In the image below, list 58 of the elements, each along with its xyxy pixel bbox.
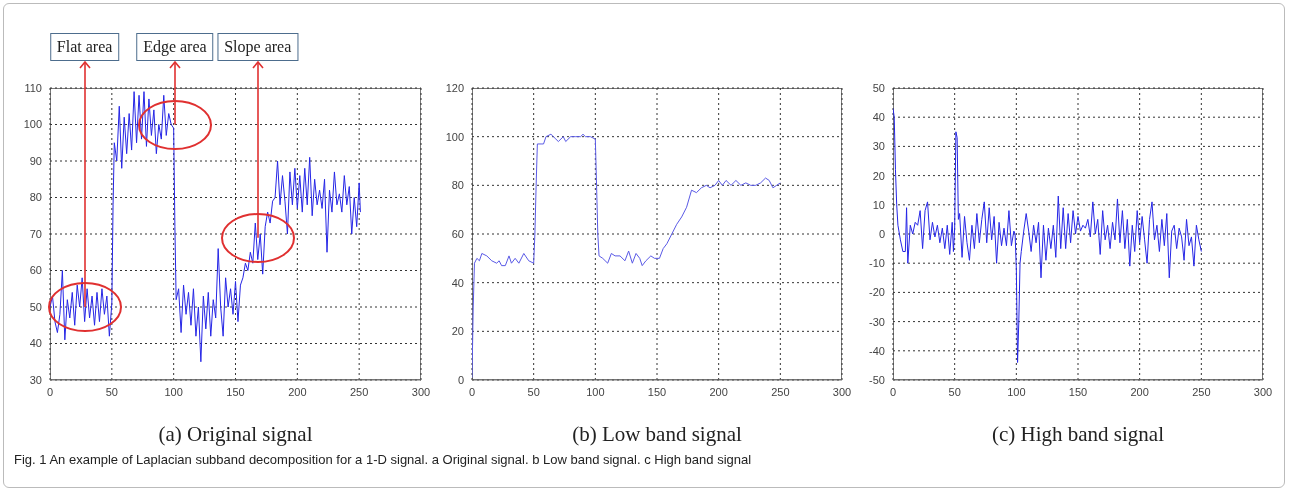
x-tick-label: 50 (527, 385, 540, 398)
y-tick-label: 60 (451, 227, 464, 240)
y-tick-label: 10 (872, 198, 885, 211)
x-tick-label: 0 (468, 385, 476, 398)
y-tick-label: 60 (29, 264, 42, 277)
x-tick-label: 50 (105, 385, 118, 398)
x-axis-title: (c) High band signal (990, 422, 1165, 447)
x-tick-label: 200 (288, 385, 307, 398)
caption: Fig. 1 An example of Laplacian subband decomposition for a 1-D signal. a Original signal. b Low band signal. c High band signal (14, 452, 753, 467)
annotation: Slope area (217, 33, 299, 61)
x-tick-label: 50 (948, 385, 961, 398)
y-tick-label: 80 (29, 191, 42, 204)
x-tick-label: 200 (709, 385, 728, 398)
line-series (50, 91, 361, 363)
x-tick-label: 300 (411, 385, 431, 398)
x-tick-label: 250 (349, 385, 369, 398)
y-tick-label: 20 (872, 169, 885, 182)
y-tick-label: 40 (29, 337, 42, 350)
y-tick-label: -20 (869, 286, 885, 299)
y-tick-label: 0 (878, 227, 885, 240)
x-tick-label: 100 (586, 385, 605, 398)
x-tick-label: 150 (226, 385, 245, 398)
x-axis-title: (a) Original signal (157, 422, 314, 447)
y-tick-label: 50 (872, 81, 885, 94)
x-tick-label: 300 (1253, 385, 1273, 398)
y-tick-label: 30 (872, 140, 885, 153)
x-tick-label: 250 (771, 385, 790, 398)
y-tick-label: 120 (445, 81, 464, 94)
x-tick-label: 150 (647, 385, 667, 398)
y-tick-label: 70 (29, 227, 42, 240)
x-tick-label: 0 (46, 385, 54, 398)
y-tick-label: 40 (451, 276, 464, 289)
y-tick-label: 40 (872, 111, 885, 124)
line-series (893, 107, 1202, 363)
x-tick-label: 0 (889, 385, 897, 398)
y-tick-label: 0 (457, 373, 464, 386)
y-tick-label: 110 (24, 81, 42, 94)
x-tick-label: 100 (1007, 385, 1026, 398)
annotation: Flat area (49, 33, 120, 61)
y-tick-label: 50 (29, 300, 42, 313)
x-tick-label: 300 (832, 385, 852, 398)
annotation: Edge area (136, 33, 214, 61)
y-tick-label: 100 (23, 118, 42, 131)
y-tick-label: 90 (29, 154, 42, 167)
x-axis-title: (b) Low band signal (571, 422, 743, 447)
x-tick-label: 150 (1068, 385, 1088, 398)
y-tick-label: 100 (445, 130, 464, 143)
y-tick-label: 30 (29, 373, 42, 386)
line-series (472, 133, 781, 379)
x-tick-label: 100 (164, 385, 183, 398)
y-tick-label: -50 (869, 373, 885, 386)
y-tick-label: -10 (869, 257, 885, 270)
x-tick-label: 250 (1192, 385, 1211, 398)
y-tick-label: 20 (451, 325, 464, 338)
x-tick-label: 200 (1130, 385, 1149, 398)
y-tick-label: -40 (869, 344, 885, 357)
y-tick-label: 80 (451, 179, 464, 192)
y-tick-label: -30 (869, 315, 885, 328)
